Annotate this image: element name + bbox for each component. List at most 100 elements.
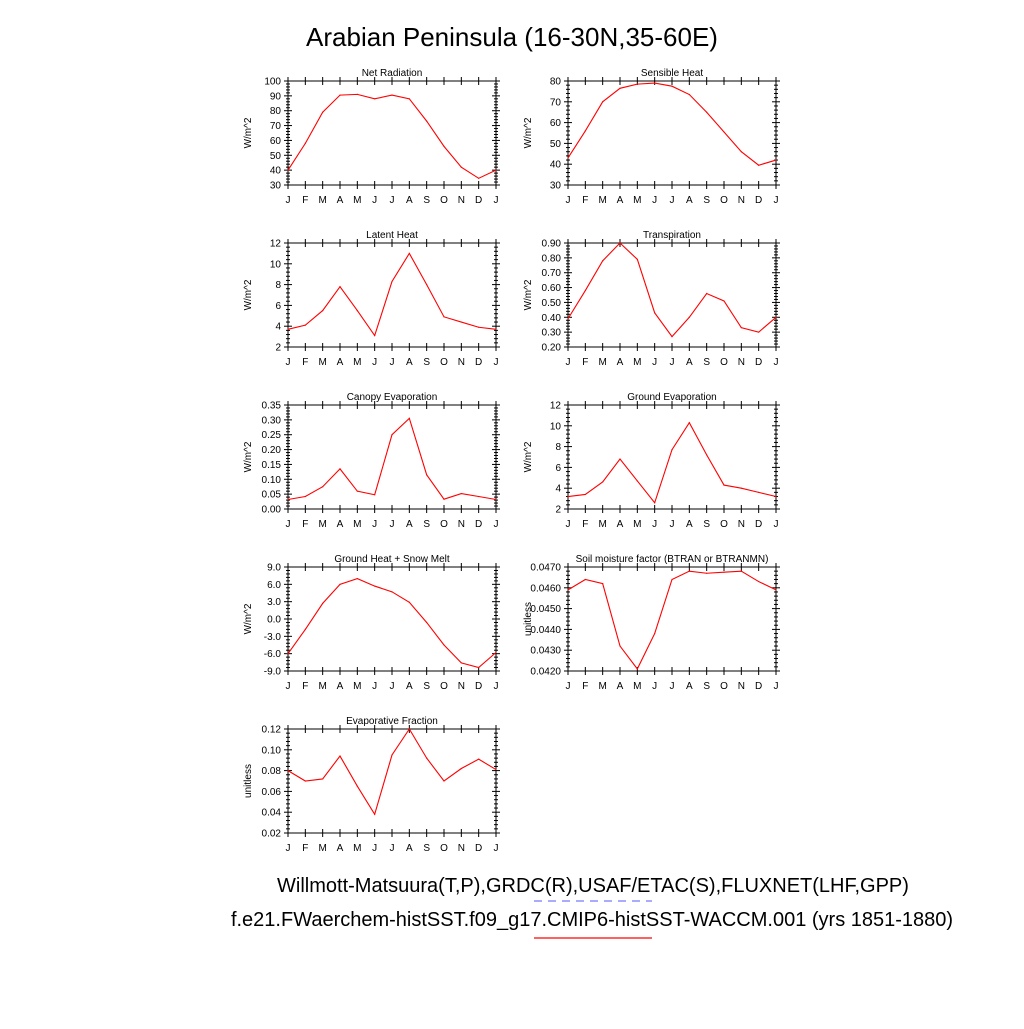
- y-axis-label: unitless: [243, 764, 254, 798]
- x-tick-label: D: [755, 519, 762, 530]
- y-tick-label: 60: [270, 136, 282, 147]
- x-tick-label: S: [423, 843, 430, 854]
- x-tick-label: J: [494, 843, 499, 854]
- x-tick-label: S: [703, 195, 710, 206]
- x-tick-label: J: [286, 681, 291, 692]
- x-tick-label: J: [390, 681, 395, 692]
- y-tick-label: 70: [270, 121, 282, 132]
- y-tick-label: 0.60: [542, 283, 562, 294]
- x-tick-label: N: [738, 357, 745, 368]
- data-point: [460, 662, 462, 664]
- y-tick-label: 4: [275, 322, 281, 333]
- data-point: [374, 494, 376, 496]
- y-tick-label: 30: [550, 181, 562, 192]
- x-tick-label: J: [652, 681, 657, 692]
- x-tick-label: S: [423, 519, 430, 530]
- x-tick-label: M: [633, 681, 641, 692]
- x-tick-label: J: [670, 681, 675, 692]
- x-tick-label: A: [337, 843, 344, 854]
- y-tick-label: 0.50: [542, 298, 562, 309]
- x-tick-label: D: [755, 195, 762, 206]
- y-tick-label: 0.0420: [530, 667, 561, 678]
- x-tick-label: N: [458, 357, 465, 368]
- data-point: [723, 571, 725, 573]
- x-tick-label: M: [633, 357, 641, 368]
- data-point: [391, 280, 393, 283]
- data-point: [356, 785, 358, 787]
- y-tick-label: 4: [555, 484, 561, 495]
- data-point: [478, 758, 480, 760]
- x-tick-label: O: [440, 681, 448, 692]
- y-tick-label: 50: [270, 151, 282, 162]
- x-tick-label: J: [390, 357, 395, 368]
- x-tick-label: D: [755, 681, 762, 692]
- y-tick-label: -9.0: [264, 667, 282, 678]
- data-point: [304, 142, 306, 144]
- data-point: [391, 94, 393, 96]
- y-tick-label: 30: [270, 181, 282, 192]
- x-tick-label: A: [617, 357, 624, 368]
- y-tick-label: 0.0440: [530, 625, 561, 636]
- x-tick-label: O: [720, 195, 728, 206]
- y-tick-label: 0.0430: [530, 646, 561, 657]
- data-point: [443, 316, 445, 318]
- data-point: [688, 316, 690, 318]
- x-tick-label: J: [566, 195, 571, 206]
- y-tick-label: 100: [264, 77, 281, 88]
- y-tick-label: 0.10: [262, 745, 282, 756]
- data-point: [356, 310, 358, 312]
- x-tick-label: J: [372, 519, 377, 530]
- chart-panel: Ground Heat + Snow Melt W/m^2 -9.0 -6.0 -3.0…: [243, 554, 500, 692]
- x-tick-label: M: [598, 519, 606, 530]
- data-point: [391, 754, 393, 756]
- x-tick-label: J: [286, 519, 291, 530]
- data-point: [654, 632, 656, 635]
- data-point: [460, 767, 462, 770]
- x-tick-label: J: [774, 681, 779, 692]
- y-tick-label: 0.05: [262, 490, 282, 501]
- data-point: [775, 316, 777, 318]
- x-tick-label: M: [633, 195, 641, 206]
- x-tick-label: O: [720, 519, 728, 530]
- x-tick-label: O: [720, 681, 728, 692]
- data-point: [654, 82, 656, 84]
- panel-title: Transpiration: [643, 230, 701, 241]
- data-point: [443, 145, 445, 147]
- data-point: [374, 334, 376, 337]
- data-point: [758, 580, 760, 583]
- x-tick-label: A: [337, 519, 344, 530]
- data-point: [478, 495, 480, 498]
- x-tick-label: J: [566, 681, 571, 692]
- y-tick-label: 6: [555, 463, 561, 474]
- data-point: [636, 668, 638, 670]
- x-tick-label: M: [353, 357, 361, 368]
- data-point: [478, 177, 480, 179]
- data-point: [688, 422, 690, 424]
- x-tick-label: A: [406, 843, 413, 854]
- data-point: [478, 666, 480, 669]
- x-tick-label: F: [302, 519, 308, 530]
- data-point: [495, 651, 497, 654]
- x-tick-label: S: [703, 357, 710, 368]
- y-tick-label: 80: [270, 106, 282, 117]
- x-tick-label: J: [390, 519, 395, 530]
- data-point: [287, 653, 289, 655]
- x-tick-label: A: [617, 195, 624, 206]
- x-tick-label: M: [318, 843, 326, 854]
- x-tick-label: J: [372, 681, 377, 692]
- data-point: [443, 498, 445, 500]
- y-tick-label: 0.25: [262, 430, 282, 441]
- x-tick-label: S: [703, 681, 710, 692]
- y-axis-label: W/m^2: [523, 441, 534, 472]
- panel-title: Sensible Heat: [641, 68, 703, 79]
- data-point: [619, 87, 621, 89]
- y-tick-label: 8: [555, 442, 561, 453]
- data-point: [688, 93, 690, 96]
- x-tick-label: N: [458, 843, 465, 854]
- x-tick-label: J: [652, 195, 657, 206]
- x-tick-label: J: [286, 357, 291, 368]
- data-point: [636, 480, 638, 482]
- x-tick-label: O: [440, 357, 448, 368]
- data-point: [426, 284, 428, 286]
- y-axis-label: W/m^2: [523, 117, 534, 148]
